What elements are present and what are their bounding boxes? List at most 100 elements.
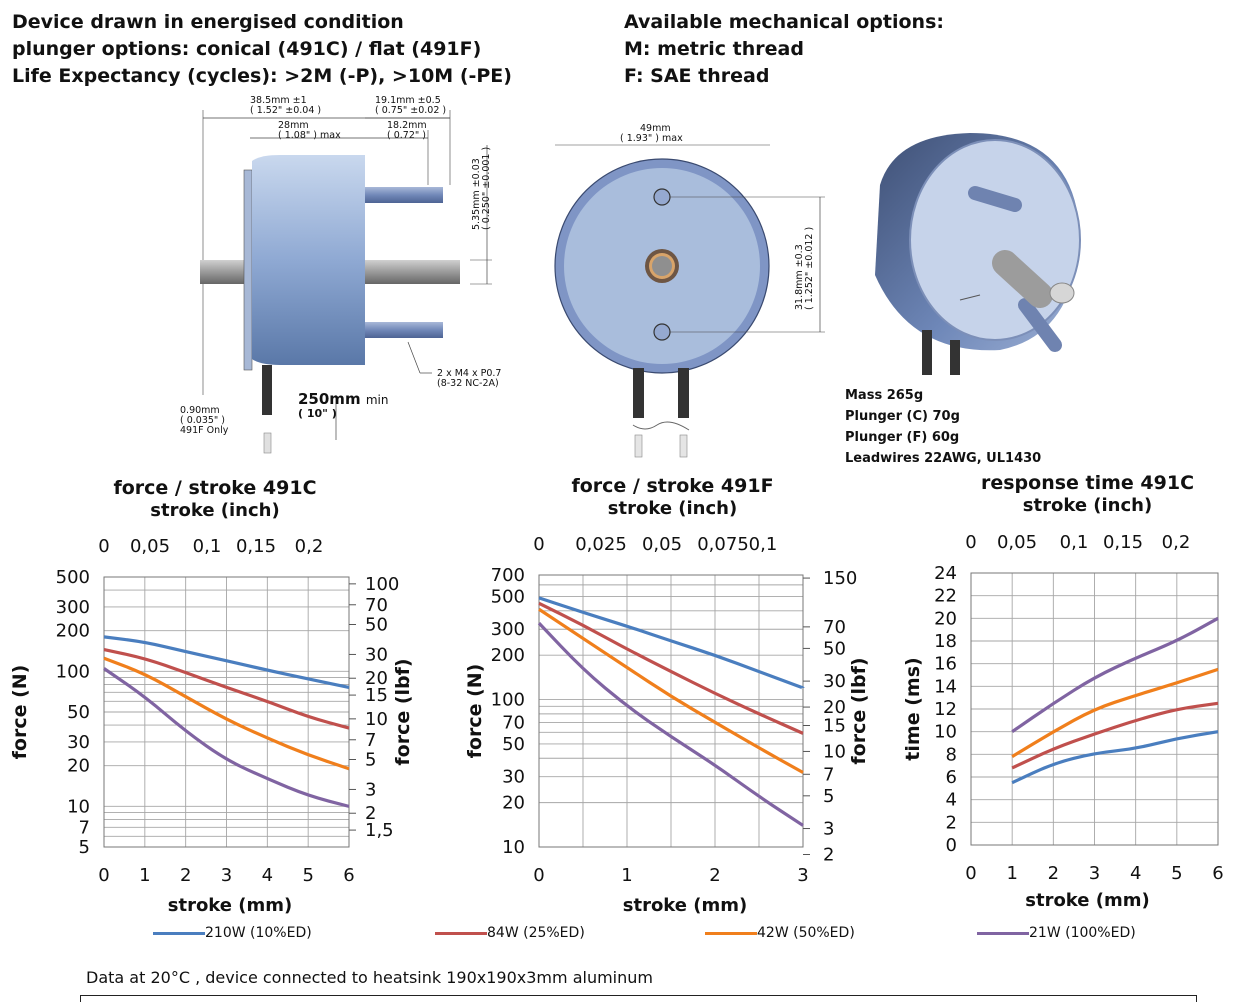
chart3-title: response time 491C — [980, 472, 1195, 494]
y-tick-label: 30 — [67, 732, 90, 753]
y-tick-label: 300 — [491, 619, 525, 640]
x2-tick-label: 0 — [533, 534, 544, 555]
x-tick-label: 3 — [1089, 863, 1100, 884]
x2-tick-label: 0,05 — [997, 532, 1037, 553]
plot-frame — [970, 572, 1219, 846]
header-line: Life Expectancy (cycles): >2M (-P), >10M… — [12, 65, 512, 87]
legend-swatch — [153, 931, 205, 935]
x2-tick-label: 0 — [965, 532, 976, 553]
y2-tick-label: 50 — [823, 638, 846, 659]
y-tick-label: 4 — [946, 790, 957, 811]
x2-tick-label: 0,1 — [749, 534, 778, 555]
y2-tick-label: 30 — [823, 671, 846, 692]
header-line: F: SAE thread — [624, 65, 770, 87]
series-line-21w — [1011, 616, 1219, 733]
y-tick-label: 6 — [946, 767, 957, 788]
x2-tick-label: 0,025 — [575, 534, 627, 555]
y-tick-label: 10 — [67, 796, 90, 817]
chart2-force-stroke-491f: 0 1 2 30 0,025 0,05 0,075 0,1700500300200100705… — [464, 534, 870, 886]
dim-text: ( 1.93" ) max — [620, 133, 683, 144]
x-tick-label: 6 — [1212, 863, 1223, 884]
dim-text: 18.2mm — [387, 120, 427, 131]
x2-tick-label: 0,15 — [236, 536, 276, 557]
y2-tick-label: 100 — [365, 574, 399, 595]
y2-tick-label: 20 — [823, 697, 846, 718]
y2-tick-label: 10 — [823, 741, 846, 762]
x2-tick-label: 0,05 — [642, 534, 682, 555]
y-tick-label: 16 — [934, 654, 957, 675]
y-tick-label: 2 — [946, 812, 957, 833]
dim-body-length: 28mm ( 1.08" ) max — [278, 121, 341, 141]
dim-text: 28mm — [278, 120, 309, 131]
legend-item-84w: 84W (25%ED) — [435, 925, 585, 941]
y-tick-label: 10 — [502, 837, 525, 858]
y-tick-label: 22 — [934, 586, 957, 607]
legend-label: 84W (25%ED) — [487, 925, 585, 941]
x2-tick-label: 0,15 — [1103, 532, 1143, 553]
legend-item-42w: 42W (50%ED) — [705, 925, 855, 941]
y-tick-label: 10 — [934, 722, 957, 743]
y-tick-label: 500 — [56, 567, 90, 588]
y-tick-label: 20 — [67, 756, 90, 777]
y-tick-label: 14 — [934, 676, 957, 697]
y-tick-label: 20 — [502, 793, 525, 814]
y2-tick-label: 15 — [365, 685, 388, 706]
series-line-42w — [538, 607, 804, 774]
isometric-view-drawing — [875, 133, 1081, 375]
y2-axis-label: force (lbf) — [392, 658, 414, 765]
y-tick-label: 30 — [502, 767, 525, 788]
y-tick-label: 200 — [56, 621, 90, 642]
dim-front-diameter: 49mm ( 1.93" ) max — [620, 124, 683, 144]
series-line-84w — [103, 648, 350, 730]
plot-frame — [538, 574, 804, 848]
side-view-drawing — [200, 110, 492, 454]
y-tick-label: 8 — [946, 744, 957, 765]
y2-tick-label: 20 — [365, 668, 388, 689]
y2-tick-label: 150 — [823, 568, 857, 589]
dim-text: (8-32 NC-2A) — [437, 378, 499, 389]
x2-tick-label: 0,2 — [295, 536, 324, 557]
legend-label: 42W (50%ED) — [757, 925, 855, 941]
x-tick-label: 4 — [1130, 863, 1141, 884]
y-tick-label: 18 — [934, 631, 957, 652]
x2-tick-label: 0,075 — [697, 534, 749, 555]
dim-pin-length: 18.2mm ( 0.72" ) — [387, 121, 427, 141]
y-axis-label: force (N) — [464, 664, 486, 759]
series-line-21w — [537, 622, 804, 827]
footnote: Data at 20°C , device connected to heats… — [86, 968, 653, 987]
x-tick-label: 2 — [709, 865, 720, 886]
x-tick-label: 3 — [221, 865, 232, 886]
x-tick-label: 4 — [262, 865, 273, 886]
dim-text: ( 1.252" ±0.012 ) — [804, 226, 815, 310]
y2-tick-label: 15 — [823, 715, 846, 736]
x-tick-label: 2 — [1048, 863, 1059, 884]
chart3-response-time-491c: 0 1 2 3 4 5 60 0,05 0,1 0,15 0,2242220181614121086… — [902, 532, 1224, 884]
series-line-42w — [103, 656, 350, 771]
x2-tick-label: 0,05 — [130, 536, 170, 557]
dim-text: ( 0.72" ) — [387, 130, 426, 141]
y-tick-label: 700 — [491, 565, 525, 586]
y-tick-label: 500 — [491, 587, 525, 608]
chart2-xlabel: stroke (mm) — [622, 895, 748, 916]
y-axis-label: time (ms) — [902, 657, 924, 760]
x-tick-label: 0 — [533, 865, 544, 886]
dim-text: 38.5mm ±1 — [250, 95, 307, 106]
y2-axis-label: force (lbf) — [848, 657, 870, 764]
y-tick-label: 12 — [934, 699, 957, 720]
x-tick-label: 1 — [621, 865, 632, 886]
legend-item-21w: 21W (100%ED) — [977, 925, 1136, 941]
y-tick-label: 100 — [56, 661, 90, 682]
y2-tick-label: 3 — [823, 819, 834, 840]
chart2-x2label: stroke (inch) — [607, 498, 738, 519]
y-tick-label: 100 — [491, 690, 525, 711]
y2-tick-label: 2 — [365, 803, 376, 824]
chart1-title: force / stroke 491C — [113, 477, 317, 499]
y2-tick-label: 1,5 — [365, 820, 394, 841]
series-line-21w — [103, 667, 350, 808]
dim-flat-offset: 0.90mm ( 0.035" ) 491F Only — [180, 406, 228, 436]
dim-text: ( 1.08" ) max — [278, 130, 341, 141]
legend-swatch — [435, 931, 487, 935]
dim-lead-length: 250mm min ( 10" ) — [298, 392, 388, 421]
y-tick-label: 50 — [502, 734, 525, 755]
dim-text: ( 0.250" ±0.001 ) — [481, 146, 492, 230]
